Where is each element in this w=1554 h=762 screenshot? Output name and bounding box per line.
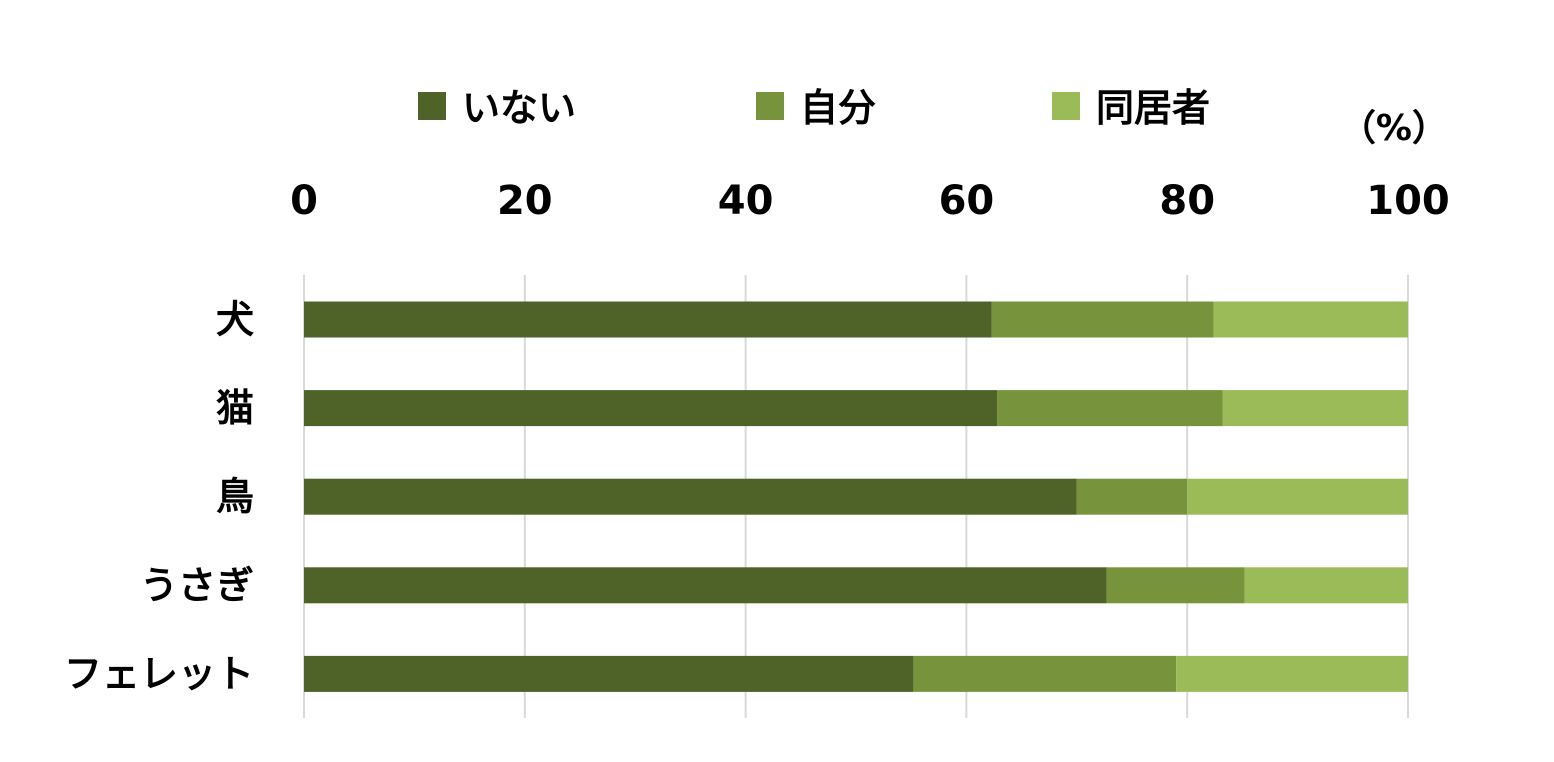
- x-axis-tick-labels: 0 20 40 60 80 100: [290, 178, 1450, 224]
- legend-label: いない: [462, 86, 576, 130]
- bar-1-row-4: [304, 567, 1107, 604]
- bar-3-row-3: [1187, 478, 1408, 515]
- bar-3-row-4: [1244, 567, 1408, 604]
- legend-label: 自分: [800, 86, 876, 130]
- x-tick-label: 20: [497, 178, 553, 224]
- bar-2-row-4: [1106, 567, 1245, 604]
- legend-swatch: [418, 92, 446, 120]
- category-label: フェレット: [64, 652, 254, 696]
- bar-1-row-2: [304, 390, 998, 427]
- category-label: 猫: [216, 386, 254, 430]
- bar-2-row-3: [1076, 478, 1188, 515]
- x-tick-label: 0: [290, 178, 318, 224]
- x-tick-label: 100: [1366, 178, 1450, 224]
- legend-label: 同居者: [1096, 86, 1210, 130]
- legend: いない 自分 同居者: [418, 86, 1210, 130]
- bar-2-row-2: [997, 390, 1223, 427]
- x-tick-label: 60: [939, 178, 995, 224]
- bar-1-row-1: [304, 301, 992, 338]
- bar-2-row-5: [913, 655, 1177, 692]
- unit-label: （%）: [1340, 108, 1448, 149]
- bar-3-row-5: [1176, 655, 1408, 692]
- bar-3-row-1: [1213, 301, 1408, 338]
- bar-1-row-5: [304, 655, 914, 692]
- bars: [304, 301, 1408, 692]
- category-label: うさぎ: [140, 563, 254, 607]
- legend-swatch: [756, 92, 784, 120]
- legend-swatch: [1052, 92, 1080, 120]
- category-label: 鳥: [216, 475, 254, 519]
- x-tick-label: 80: [1159, 178, 1215, 224]
- bar-2-row-1: [991, 301, 1214, 338]
- category-label: 犬: [216, 298, 254, 342]
- x-tick-label: 40: [718, 178, 774, 224]
- bar-1-row-3: [304, 478, 1077, 515]
- bar-3-row-2: [1222, 390, 1408, 427]
